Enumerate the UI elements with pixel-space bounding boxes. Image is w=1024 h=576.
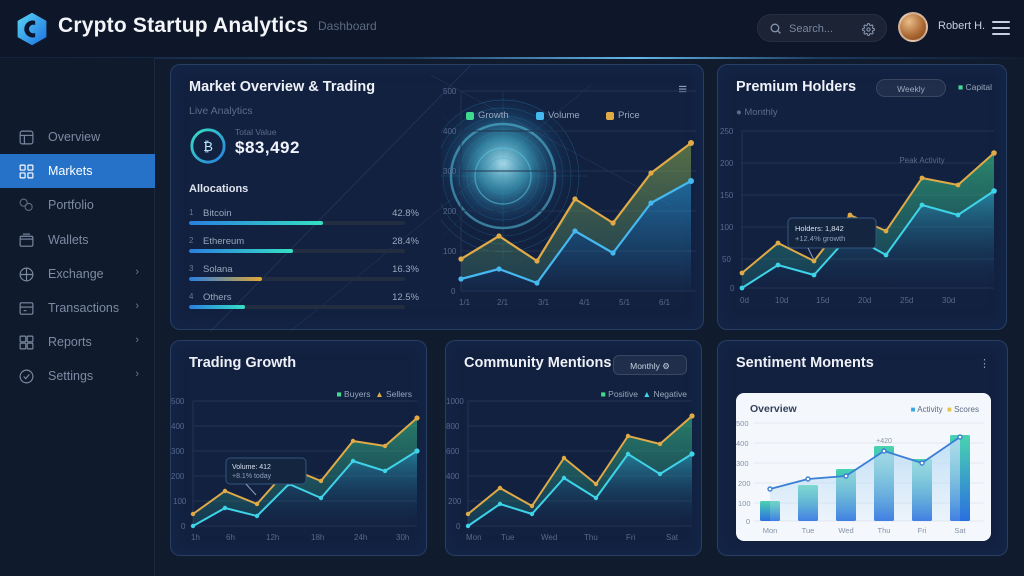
svg-text:2/1: 2/1 [497,298,509,307]
svg-text:30h: 30h [396,533,409,542]
svg-text:4/1: 4/1 [579,298,591,307]
svg-text:Wed: Wed [838,526,853,535]
svg-text:Thu: Thu [584,533,598,542]
svg-text:Tue: Tue [802,526,815,535]
svg-text:₿: ₿ [203,139,213,154]
svg-text:12h: 12h [266,533,279,542]
svg-text:100: 100 [443,247,457,256]
svg-text:Peak Activity: Peak Activity [899,156,944,165]
svg-text:1/1: 1/1 [459,298,471,307]
svg-text:0: 0 [456,522,461,531]
svg-text:Mon: Mon [763,526,778,535]
svg-text:300: 300 [736,459,749,468]
svg-text:30d: 30d [942,296,955,305]
svg-text:600: 600 [446,447,460,456]
svg-text:0d: 0d [740,296,749,305]
svg-text:1000: 1000 [446,397,464,406]
svg-text:400: 400 [736,439,749,448]
svg-text:0: 0 [746,517,750,526]
svg-text:Thu: Thu [878,526,891,535]
svg-text:+8.1% today: +8.1% today [232,473,272,480]
svg-text:0: 0 [730,284,735,293]
svg-text:500: 500 [443,87,457,96]
svg-text:300: 300 [443,167,457,176]
svg-text:150: 150 [720,191,734,200]
svg-text:100: 100 [173,497,187,506]
svg-text:6/1: 6/1 [659,298,671,307]
svg-text:15d: 15d [816,296,829,305]
svg-text:400: 400 [443,127,457,136]
svg-text:0: 0 [451,287,456,296]
svg-text:100: 100 [738,499,751,508]
svg-text:400: 400 [171,422,185,431]
svg-text:1h: 1h [191,533,200,542]
svg-text:Tue: Tue [501,533,515,542]
svg-text:5/1: 5/1 [619,298,631,307]
svg-text:20d: 20d [858,296,871,305]
svg-text:50: 50 [722,255,731,264]
svg-text:200: 200 [720,159,734,168]
svg-text:Fri: Fri [918,526,927,535]
svg-text:400: 400 [446,472,460,481]
svg-text:800: 800 [446,422,460,431]
svg-text:300: 300 [171,447,185,456]
svg-text:18h: 18h [311,533,324,542]
svg-text:Sat: Sat [954,526,966,535]
svg-text:100: 100 [720,223,734,232]
svg-text:Mon: Mon [466,533,482,542]
svg-text:6h: 6h [226,533,235,542]
svg-text:Wed: Wed [541,533,557,542]
svg-text:0: 0 [181,522,186,531]
svg-text:500: 500 [736,421,749,428]
svg-text:24h: 24h [354,533,367,542]
svg-text:200: 200 [171,472,185,481]
svg-text:Holders: 1,842: Holders: 1,842 [795,224,844,233]
svg-text:200: 200 [738,479,751,488]
svg-text:Volume: 412: Volume: 412 [232,464,271,471]
svg-text:3/1: 3/1 [538,298,550,307]
svg-text:200: 200 [443,207,457,216]
svg-text:10d: 10d [775,296,788,305]
svg-text:Sat: Sat [666,533,679,542]
svg-text:200: 200 [448,497,462,506]
svg-text:500: 500 [171,397,185,406]
svg-text:25d: 25d [900,296,913,305]
svg-text:+420: +420 [876,438,892,445]
svg-text:250: 250 [720,127,734,136]
svg-text:+12.4% growth: +12.4% growth [795,234,845,243]
svg-text:Fri: Fri [626,533,636,542]
